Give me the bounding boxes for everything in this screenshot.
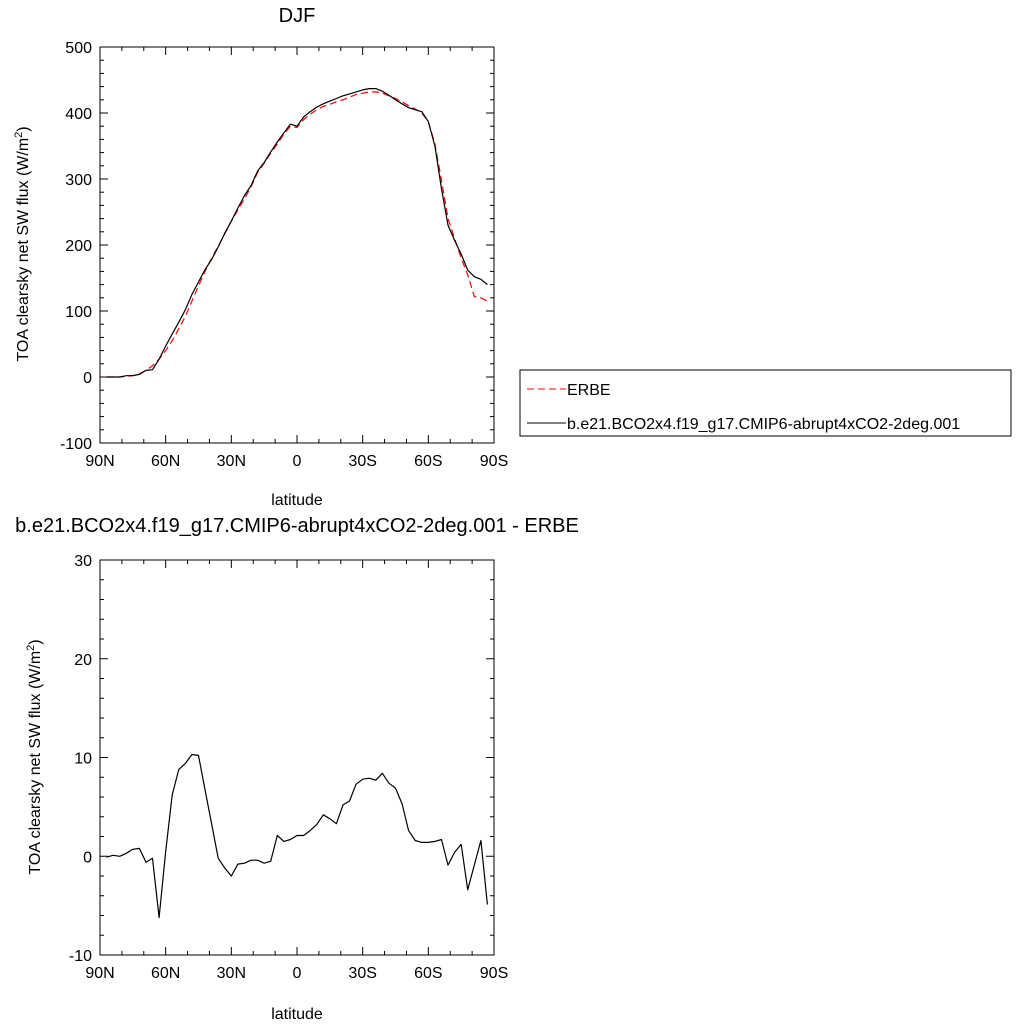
legend: ERBE b.e21.BCO2x4.f19_g17.CMIP6-abrupt4x… [519,369,1012,437]
top-chart-x-tick-label: 60N [151,453,180,470]
bottom-chart-x-tick-label: 30S [348,965,376,982]
top-chart-series-erbe-line [106,91,488,378]
top-chart-series-b-e21-bco2x4-f19-g17-cmip6-abrupt4xco2-2deg-001-line [106,87,488,378]
top-chart-x-tick-label: 60S [414,453,442,470]
bottom-chart-x-tick-label: 60N [151,965,180,982]
bottom-chart-x-tick-label: 60S [414,965,442,982]
bottom-chart-x-tick-label: 0 [293,965,302,982]
bottom-chart-frame [99,559,495,956]
bottom-chart-plot-area: 90N 60N 30N 0 30S 60S 90S -10 0 10 20 30 [69,553,508,982]
top-chart-frame [99,46,495,444]
bottom-chart-y-tick-label: -10 [69,948,92,965]
top-chart-y-tick-label: 0 [83,370,92,387]
bottom-chart-x-tick-label: 30N [217,965,246,982]
legend-label-model: b.e21.BCO2x4.f19_g17.CMIP6-abrupt4xCO2-2… [567,416,960,433]
top-chart-plot-area: 90N 60N 30N 0 30S 60S 90S -100 0 100 200 300 400 500 [60,40,508,470]
bottom-chart-title: b.e21.BCO2x4.f19_g17.CMIP6-abrupt4xCO2-2… [15,515,579,537]
top-chart-x-tick-label: 90N [85,453,114,470]
legend-label-erbe: ERBE [567,382,611,399]
bottom-chart-x-tick-label: 90S [480,965,508,982]
top-chart-y-tick-label: 200 [65,238,92,255]
top-chart-x-tick-label: 30N [217,453,246,470]
top-chart-y-tick-label: 300 [65,172,92,189]
top-chart-x-tick-label: 0 [293,453,302,470]
top-chart-title: DJF [279,5,316,27]
top-chart-y-axis-label-close: ) [15,126,32,131]
top-chart-y-tick-label: -100 [60,436,92,453]
bottom-chart-y-tick-label: 30 [74,553,92,570]
bottom-chart-y-tick-label: 10 [74,751,92,768]
top-chart: DJF 90N 60N 30N 0 30S 60S 90S -100 0 100 200 300 400… [13,5,508,509]
top-chart-x-tick-label: 90S [480,453,508,470]
top-chart-y-axis-label-superscript: 2 [13,132,25,138]
bottom-chart-y-axis-label: TOA clearsky net SW flux (W/m2) [25,639,44,874]
legend-box [519,369,1012,437]
bottom-chart-y-axis-label-close: ) [27,639,44,644]
bottom-chart-y-axis-label-superscript: 2 [25,645,37,651]
top-chart-y-tick-label: 500 [65,40,92,57]
bottom-chart-y-axis-label-main: TOA clearsky net SW flux (W/m [27,651,44,875]
top-chart-y-tick-label: 400 [65,106,92,123]
bottom-chart-y-tick-label: 0 [83,849,92,866]
bottom-chart-y-tick-label: 20 [74,652,92,669]
top-chart-y-axis-label: TOA clearsky net SW flux (W/m2) [13,126,32,361]
top-chart-x-tick-label: 30S [348,453,376,470]
top-chart-y-tick-label: 100 [65,304,92,321]
bottom-chart-x-tick-label: 90N [85,965,114,982]
top-chart-x-axis-label: latitude [271,492,323,509]
bottom-chart: b.e21.BCO2x4.f19_g17.CMIP6-abrupt4xCO2-2… [15,515,579,1023]
bottom-chart-series-difference-line [106,753,488,919]
bottom-chart-x-axis-label: latitude [271,1006,323,1023]
top-chart-y-axis-label-main: TOA clearsky net SW flux (W/m [15,138,32,362]
